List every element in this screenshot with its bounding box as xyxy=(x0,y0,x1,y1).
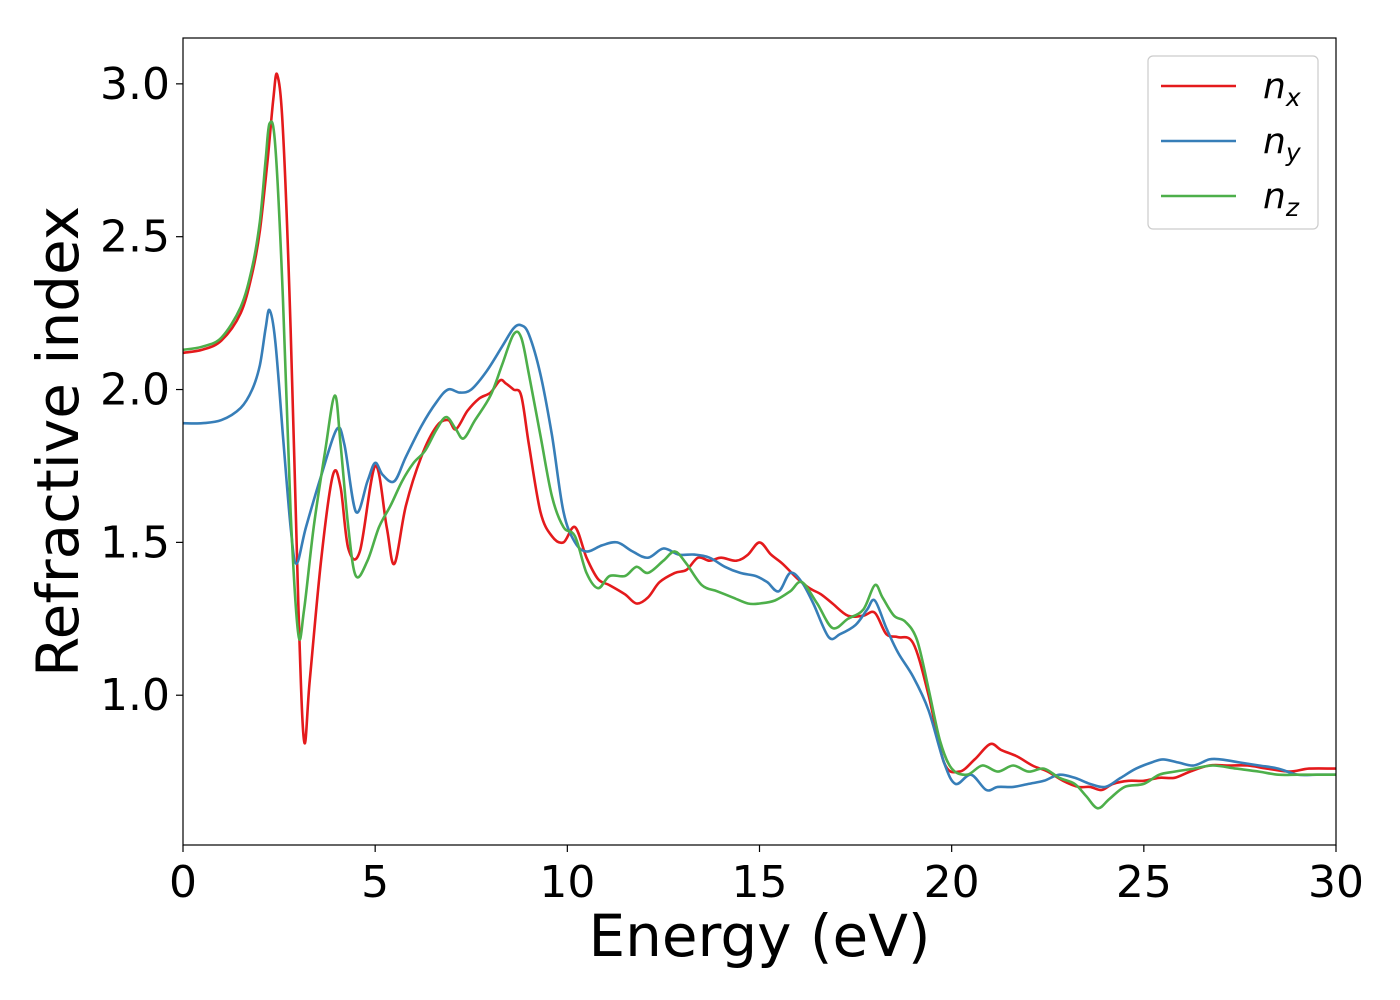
legend-label-z: nz xyxy=(1263,176,1300,222)
y-tick-label: 2.5 xyxy=(100,212,170,263)
x-axis-title: Energy (eV) xyxy=(588,902,930,970)
y-tick-label: 1.0 xyxy=(100,670,170,721)
x-tick-label: 15 xyxy=(732,857,788,908)
legend-label-x: nx xyxy=(1263,66,1301,112)
y-axis-title: Refractive index xyxy=(24,206,92,677)
legend-box xyxy=(1147,55,1319,230)
x-tick-label: 10 xyxy=(539,857,595,908)
x-tick-label: 25 xyxy=(1116,857,1172,908)
y-tick-label: 2.0 xyxy=(100,365,170,416)
y-tick-label: 3.0 xyxy=(100,59,170,110)
x-tick-label: 0 xyxy=(169,857,197,908)
y-axis-ticks: 1.0 1.5 2.0 2.5 3.0 xyxy=(100,59,183,721)
x-tick-label: 20 xyxy=(924,857,980,908)
x-axis-ticks: 0 5 10 15 20 25 30 xyxy=(169,845,1364,908)
legend-label-y: ny xyxy=(1263,121,1302,167)
x-tick-label: 5 xyxy=(361,857,389,908)
series-layer xyxy=(183,72,1336,810)
series-line-x xyxy=(183,72,1336,792)
legend: nx ny nz xyxy=(1147,55,1319,230)
series-line-z xyxy=(183,120,1336,810)
y-tick-label: 1.5 xyxy=(100,517,170,568)
x-tick-label: 30 xyxy=(1308,857,1364,908)
